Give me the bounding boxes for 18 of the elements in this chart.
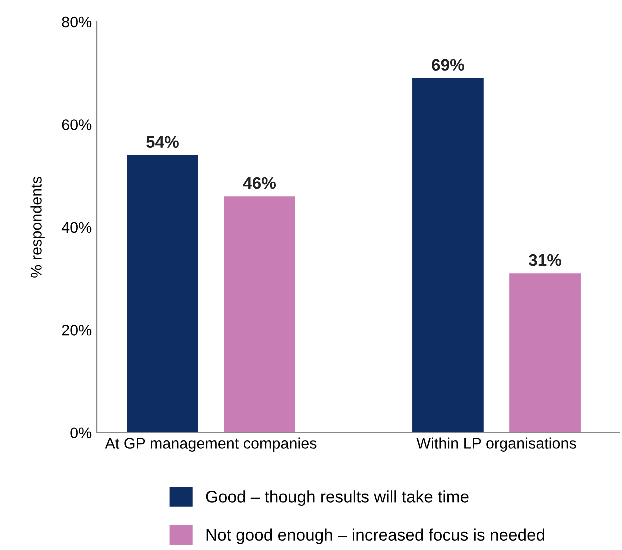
data-label: 46%: [243, 177, 276, 190]
y-axis-title: % respondents: [30, 177, 45, 278]
y-tick-label: 20%: [62, 325, 92, 336]
y-tick-label: 40%: [62, 222, 92, 234]
bar: [127, 156, 198, 433]
bar: [510, 274, 581, 433]
bar: [224, 196, 296, 433]
legend-label: Not good enough – increased focus is needed: [206, 528, 544, 544]
data-label: 69%: [432, 59, 464, 72]
y-tick-label: 0%: [70, 428, 92, 439]
x-tick-label: At GP management companies: [105, 438, 317, 452]
legend-label: Good – though results will take time: [206, 490, 469, 506]
data-label: 54%: [146, 136, 179, 148]
y-tick-label: 80%: [62, 16, 92, 28]
y-tick-label: 60%: [62, 120, 92, 130]
data-label: 31%: [528, 254, 562, 266]
x-tick-label: Within LP organisations: [416, 438, 576, 452]
bar: [412, 78, 484, 433]
